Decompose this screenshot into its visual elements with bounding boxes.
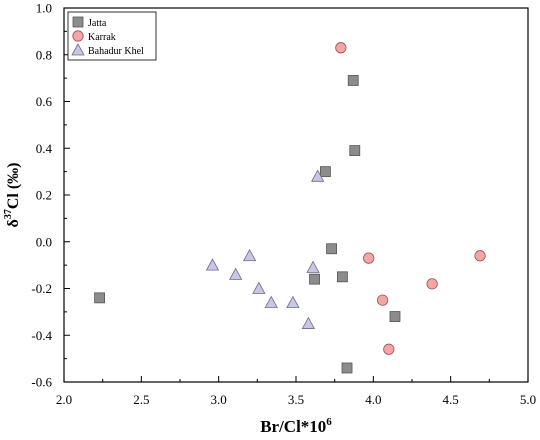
bahadur-khel-point [310, 169, 325, 182]
y-tick-label: 1.0 [36, 1, 52, 16]
jatta-point [389, 311, 401, 322]
bahadur-khel-point [229, 267, 243, 280]
y-tick-label: -0.2 [31, 281, 52, 296]
jatta-point [347, 75, 359, 86]
y-axis-label: δ37Cl (‰) [3, 163, 22, 228]
x-tick-label: 2.5 [133, 392, 149, 407]
karrak-point [335, 42, 347, 54]
x-tick-label: 4.0 [365, 392, 381, 407]
karrak-point [474, 250, 486, 262]
jatta-point [336, 271, 348, 283]
x-tick-label: 3.0 [211, 392, 227, 407]
legend-label-karrak: Karrak [88, 32, 116, 43]
legend-label-bahadur-khel: Bahadur Khel [88, 46, 144, 57]
y-tick-label: 0.2 [36, 188, 52, 203]
karrak-point [426, 278, 438, 290]
bahadur-khel-point [252, 281, 266, 294]
jatta-point [341, 362, 353, 374]
jatta-point [326, 243, 337, 255]
bahadur-khel-point [264, 295, 278, 308]
legend-marker-jatta [72, 16, 84, 28]
x-tick-label: 2.0 [56, 392, 72, 407]
legend-marker-bahadur-khel [71, 43, 85, 56]
x-tick-label: 5.0 [520, 392, 536, 407]
legend-label-jatta: Jatta [88, 18, 107, 29]
jatta-point [349, 145, 361, 156]
y-tick-label: -0.4 [31, 328, 52, 343]
bahadur-khel-point [301, 316, 316, 329]
y-tick-label: 0.0 [36, 234, 52, 249]
plot-frame [63, 7, 529, 383]
jatta-point [319, 166, 331, 178]
bahadur-khel-point [286, 295, 300, 308]
legend-marker-karrak [72, 30, 84, 42]
jatta-point [94, 292, 105, 304]
x-axis-label: Br/Cl*106 [260, 416, 332, 436]
karrak-point [363, 252, 375, 264]
legend: Jatta Karrak Bahadur Khel [67, 11, 157, 61]
y-tick-label: 0.8 [36, 47, 52, 62]
bahadur-khel-point [242, 248, 257, 262]
karrak-point [383, 343, 395, 355]
x-tick-label: 4.5 [443, 392, 459, 407]
bahadur-khel-point [205, 258, 220, 271]
y-tick-label: 0.4 [36, 141, 53, 156]
bahadur-khel-point [306, 260, 320, 273]
y-tick-label: -0.6 [31, 375, 52, 390]
axis-ticks: 2.0 2.5 3.0 3.5 4.0 4.5 5.0 -0.6 -0.4 -0.2 0.0 0.2 0… [31, 1, 536, 408]
x-tick-label: 3.5 [288, 392, 304, 407]
jatta-point [309, 273, 320, 285]
y-tick-label: 0.6 [36, 94, 53, 109]
karrak-point [377, 294, 389, 306]
data-points [94, 42, 486, 374]
